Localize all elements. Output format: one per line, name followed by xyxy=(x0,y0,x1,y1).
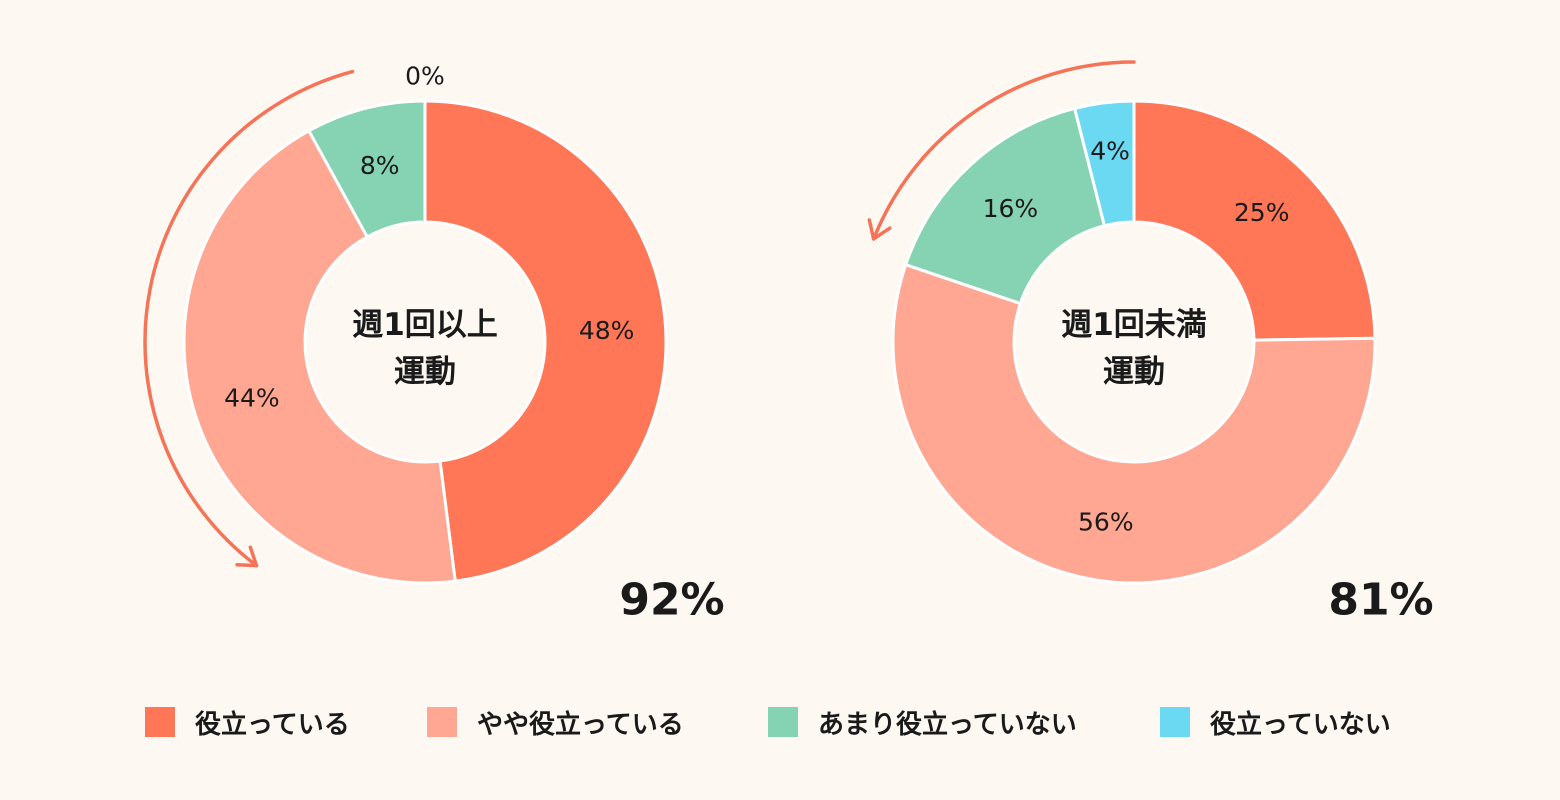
slice-label: 44% xyxy=(224,384,280,413)
legend-swatch xyxy=(427,707,457,737)
legend-item-useful: 役立っている xyxy=(145,700,350,744)
legend-swatch xyxy=(768,707,798,737)
cumulative-arc xyxy=(143,69,355,568)
slice-label: 0% xyxy=(405,62,445,91)
legend-swatch xyxy=(1160,707,1190,737)
arc-arrowhead xyxy=(235,545,259,568)
slice-label: 56% xyxy=(1078,507,1134,536)
legend-label: あまり役立っていない xyxy=(818,709,1077,740)
legend-item-not-very-useful: あまり役立っていない xyxy=(768,700,1077,744)
donut-slice xyxy=(423,99,668,583)
donut-slice xyxy=(903,106,1107,306)
legend-label: 役立っている xyxy=(195,709,350,740)
donut-slice xyxy=(891,262,1377,585)
donut-slice xyxy=(182,128,457,585)
cumulative-total-label: 92% xyxy=(619,575,724,626)
slice-label: 4% xyxy=(1090,136,1130,165)
donut-center-title: 週1回以上 xyxy=(352,307,498,343)
donut-slice xyxy=(1072,99,1136,228)
donut-slice xyxy=(1132,99,1377,342)
legend-swatch xyxy=(145,707,175,737)
cumulative-total-label: 81% xyxy=(1328,575,1433,626)
donut-center-title: 運動 xyxy=(394,354,456,390)
slice-label: 16% xyxy=(983,194,1039,223)
donut-center-title: 運動 xyxy=(1103,354,1165,390)
donut-slice xyxy=(306,99,427,239)
legend-label: やや役立っている xyxy=(477,709,684,740)
slice-label: 8% xyxy=(360,151,400,180)
legend: 役立っている やや役立っている あまり役立っていない 役立っていない xyxy=(145,700,1445,744)
slice-label: 48% xyxy=(579,316,635,345)
legend-item-somewhat-useful: やや役立っている xyxy=(427,700,684,744)
cumulative-arc xyxy=(871,60,1136,241)
arc-arrowhead xyxy=(867,218,892,241)
donut-center-title: 週1回未満 xyxy=(1061,307,1207,343)
legend-item-not-useful: 役立っていない xyxy=(1160,700,1391,744)
legend-label: 役立っていない xyxy=(1210,709,1391,740)
slice-label: 25% xyxy=(1234,198,1290,227)
